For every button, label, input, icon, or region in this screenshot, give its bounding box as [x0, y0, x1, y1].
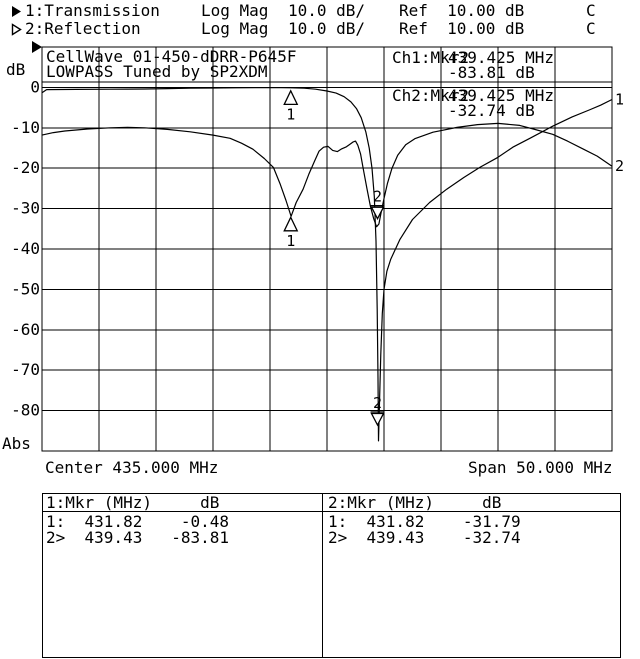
marker-2-trace2: 2 [370, 188, 385, 221]
readout-ch1-level: -83.81 dB [448, 63, 535, 82]
marker-table-ch1-row1: 1: 431.82 -0.48 [46, 512, 230, 531]
marker-number-label: 1 [286, 232, 295, 250]
trace2-cal-flag: C [586, 19, 596, 38]
trace1-ref: Ref 10.00 dB [399, 1, 525, 20]
readout-ch2-freq: 439.425 MHz [448, 86, 554, 105]
marker-table-ch2-row1: 1: 431.82 -31.79 [328, 512, 521, 531]
trace2-format: Log Mag [201, 19, 269, 38]
marker-1-trace1: 1 [283, 89, 299, 123]
marker-down-triangle-icon [370, 412, 385, 427]
plot-title-line2: LOWPASS Tuned by SP2XDM [46, 62, 268, 81]
readout-ch1-freq: 439.425 MHz [448, 48, 554, 67]
y-axis-bottom-label: Abs [2, 434, 31, 453]
marker-down-triangle-icon [370, 206, 385, 221]
ref-level-indicator-icon [32, 41, 42, 53]
marker-table-ch1-row2: 2> 439.43 -83.81 [46, 528, 230, 547]
trace-1 [41, 86, 613, 442]
center-frequency-label: Center 435.000 MHz [45, 458, 219, 477]
y-tick-label: -20 [11, 158, 40, 177]
y-tick-label: 0 [30, 77, 40, 96]
y-tick-label: -80 [11, 401, 40, 420]
y-tick-label: -10 [11, 118, 40, 137]
trace-2-end-label: 2 [615, 157, 624, 175]
trace1-cal-flag: C [586, 1, 596, 20]
trace1-format: Log Mag [201, 1, 269, 20]
readout-ch1-label: Ch1:Mkr2 [392, 48, 470, 67]
trace-1-end-label: 1 [615, 91, 624, 109]
marker-table-ch2-row2: 2> 439.43 -32.74 [328, 528, 521, 547]
trace1-active-arrow-icon [12, 6, 21, 17]
marker-number-label: 2 [373, 394, 382, 412]
y-tick-label: -50 [11, 279, 40, 298]
marker-number-label: 2 [373, 188, 382, 206]
readout-ch2-label: Ch2:Mkr2 [392, 86, 470, 105]
y-tick-label: -60 [11, 320, 40, 339]
marker-2-trace1: 2 [370, 394, 385, 427]
trace2-arrow-icon [11, 23, 22, 36]
marker-number-label: 1 [286, 105, 295, 123]
marker-table-ch1-header: 1:Mkr (MHz) dB [46, 493, 220, 512]
marker-table-header-rule [42, 511, 621, 512]
graticule-border [41, 46, 613, 452]
trace2-label: 2:Reflection [25, 19, 141, 38]
trace1-label: 1:Transmission [25, 1, 160, 20]
marker-table-ch2-header: 2:Mkr (MHz) dB [328, 493, 502, 512]
trace2-ref: Ref 10.00 dB [399, 19, 525, 38]
marker-up-triangle-icon [283, 89, 299, 105]
y-tick-label: -70 [11, 360, 40, 379]
y-axis-unit-label: dB [6, 60, 26, 79]
y-tick-label: -40 [11, 239, 40, 258]
span-label: Span 50.000 MHz [468, 458, 613, 477]
trace-2 [41, 122, 613, 228]
plot-title-line1: CellWave 01-450-dDRR-P645F [46, 47, 297, 66]
marker-table-border [42, 493, 621, 658]
trace2-scale: 10.0 dB/ [288, 19, 366, 38]
y-tick-label: -30 [11, 199, 40, 218]
marker-table-divider [322, 493, 323, 658]
trace1-scale: 10.0 dB/ [288, 1, 366, 20]
readout-ch2-level: -32.74 dB [448, 101, 535, 120]
marker-1-trace2: 1 [283, 215, 299, 250]
marker-up-triangle-icon [283, 215, 299, 232]
